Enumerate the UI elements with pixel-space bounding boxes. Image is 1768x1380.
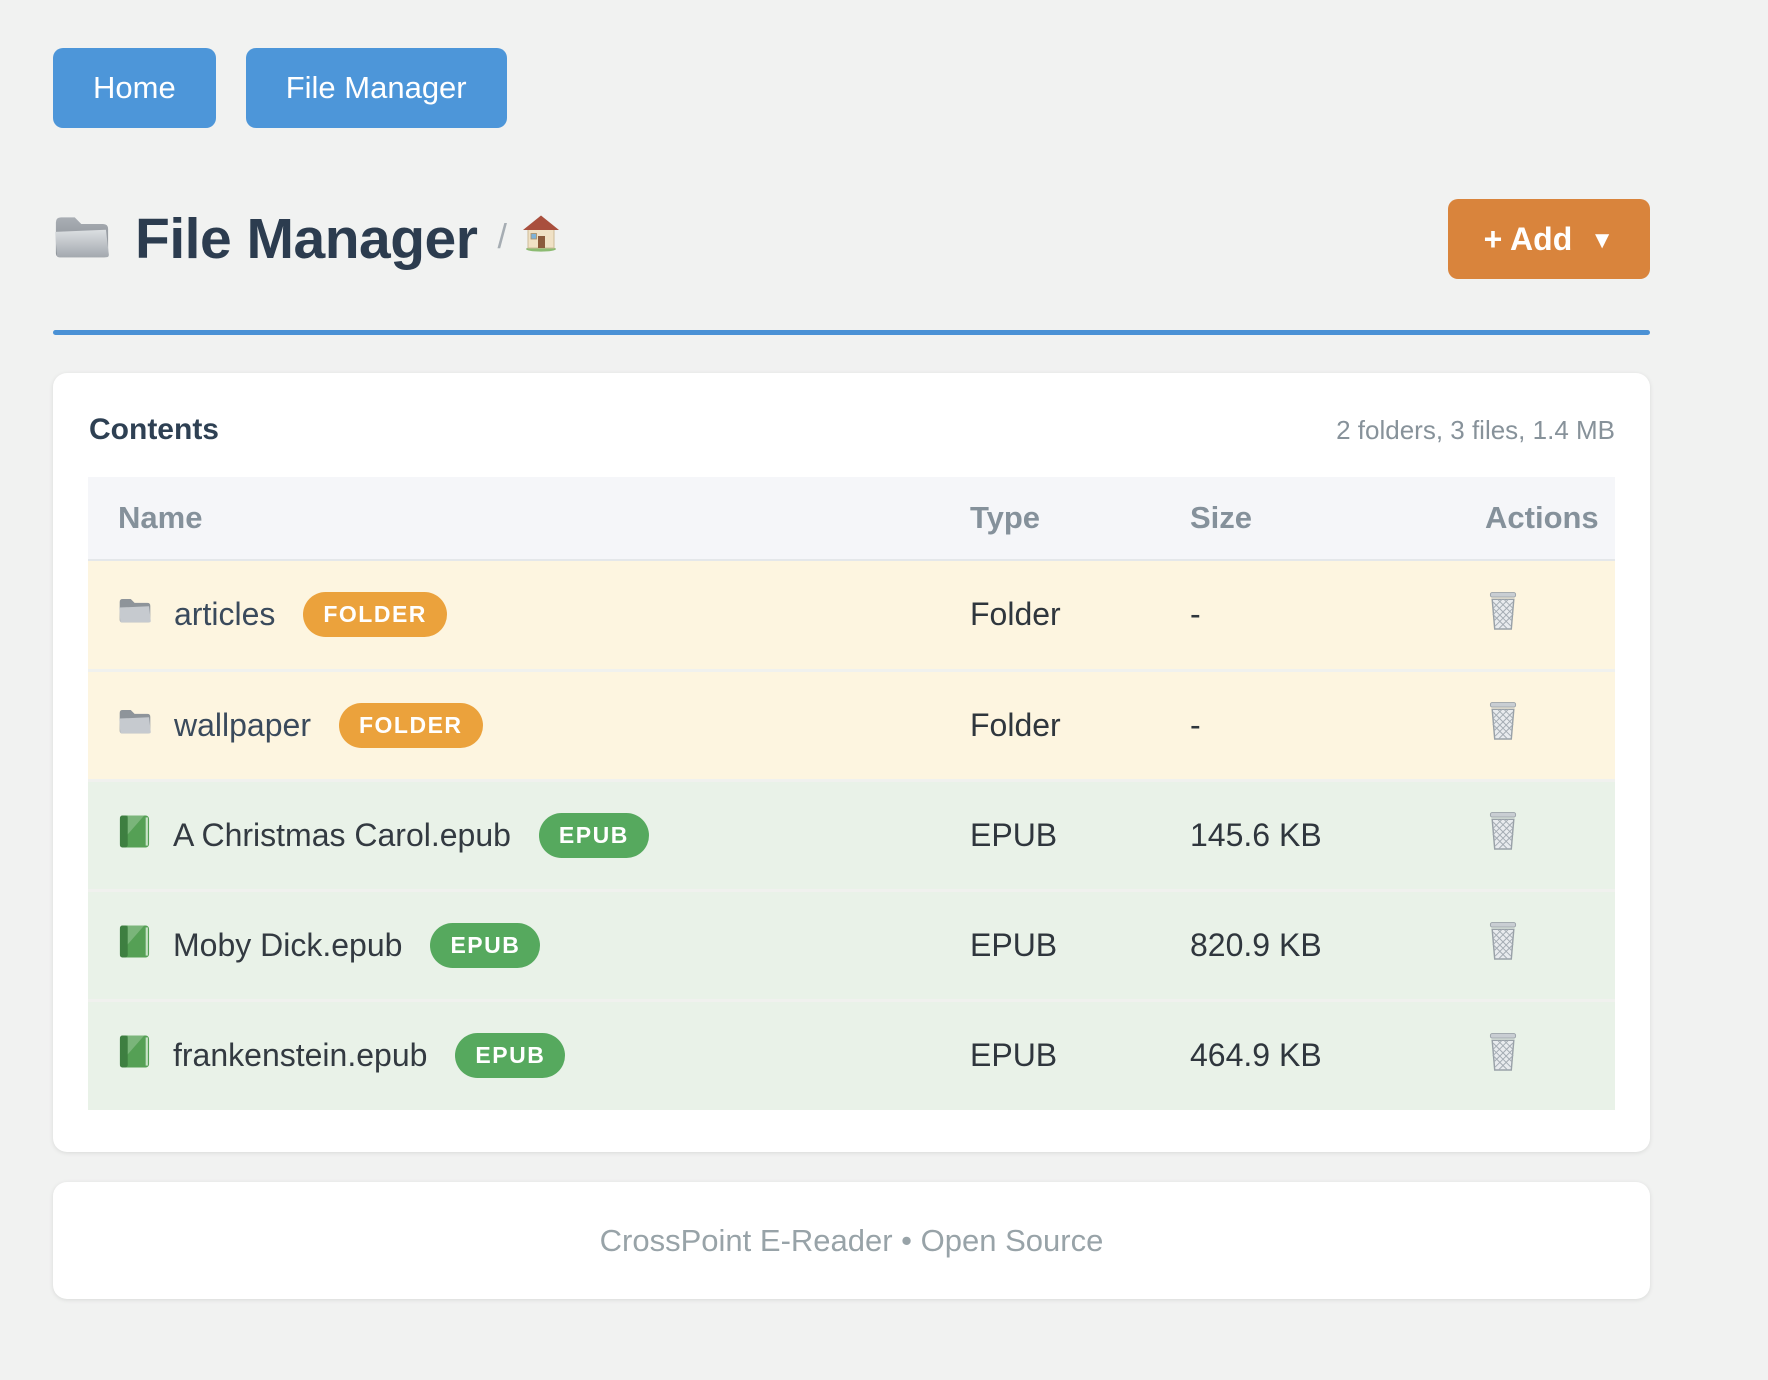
file-type: EPUB <box>970 778 1190 890</box>
home-icon[interactable] <box>521 214 561 257</box>
epub-book-icon <box>118 924 151 967</box>
folder-icon <box>118 707 152 744</box>
top-nav: Home File Manager <box>53 0 1650 128</box>
file-name[interactable]: wallpaper <box>174 706 311 743</box>
type-badge: EPUB <box>430 922 541 968</box>
file-size: - <box>1190 668 1455 780</box>
table-row[interactable]: wallpaper FOLDER Folder - <box>88 668 1615 780</box>
delete-button[interactable] <box>1485 1032 1521 1075</box>
file-size: 145.6 KB <box>1190 778 1455 890</box>
column-header-type: Type <box>970 477 1190 561</box>
delete-button[interactable] <box>1485 701 1521 744</box>
home-button[interactable]: Home <box>53 48 216 128</box>
type-badge: EPUB <box>455 1033 566 1079</box>
contents-summary: 2 folders, 3 files, 1.4 MB <box>1336 415 1615 445</box>
contents-heading: Contents <box>89 413 219 446</box>
table-header-row: Name Type Size Actions <box>88 477 1615 561</box>
column-header-name: Name <box>88 477 970 561</box>
file-type: EPUB <box>970 888 1190 1000</box>
file-size: 820.9 KB <box>1190 888 1455 1000</box>
type-badge: FOLDER <box>303 592 447 638</box>
title-underline <box>53 330 1650 335</box>
table-row[interactable]: articles FOLDER Folder - <box>88 560 1615 670</box>
footer-text: CrossPoint E-Reader • Open Source <box>599 1222 1104 1258</box>
delete-button[interactable] <box>1485 811 1521 854</box>
trash-icon <box>1485 701 1521 744</box>
file-name[interactable]: A Christmas Carol.epub <box>173 816 511 853</box>
footer: CrossPoint E-Reader • Open Source <box>53 1182 1650 1299</box>
page-title: File Manager <box>135 207 478 271</box>
file-type: Folder <box>970 668 1190 780</box>
file-name[interactable]: Moby Dick.epub <box>173 926 403 963</box>
add-button[interactable]: + Add ▼ <box>1447 199 1650 279</box>
epub-book-icon <box>118 814 151 857</box>
type-badge: FOLDER <box>338 702 483 748</box>
trash-icon <box>1485 1032 1521 1075</box>
epub-book-icon <box>118 1034 151 1077</box>
column-header-actions: Actions <box>1455 477 1615 561</box>
trash-icon <box>1485 921 1521 964</box>
table-row[interactable]: Moby Dick.epub EPUB EPUB 820.9 KB <box>88 888 1615 1000</box>
file-table: Name Type Size Actions <box>88 477 1615 1110</box>
trash-icon <box>1485 811 1521 854</box>
page-header: File Manager / + Add <box>53 194 1650 284</box>
file-size: 464.9 KB <box>1190 998 1455 1110</box>
file-manager-button[interactable]: File Manager <box>245 48 507 128</box>
table-row[interactable]: frankenstein.epub EPUB EPUB 464.9 KB <box>88 998 1615 1110</box>
column-header-size: Size <box>1190 477 1455 561</box>
file-name[interactable]: articles <box>174 596 276 633</box>
file-type: EPUB <box>970 998 1190 1110</box>
contents-card: Contents 2 folders, 3 files, 1.4 MB Name… <box>53 373 1650 1152</box>
folder-icon <box>118 596 152 633</box>
file-type: Folder <box>970 560 1190 670</box>
add-button-label: + Add <box>1483 220 1573 257</box>
caret-down-icon: ▼ <box>1590 227 1614 254</box>
folder-icon <box>53 212 111 267</box>
breadcrumb: / <box>497 214 560 265</box>
delete-button[interactable] <box>1485 921 1521 964</box>
table-row[interactable]: A Christmas Carol.epub EPUB EPUB 145.6 K… <box>88 778 1615 890</box>
trash-icon <box>1485 591 1521 634</box>
file-name[interactable]: frankenstein.epub <box>173 1037 428 1074</box>
file-size: - <box>1190 560 1455 670</box>
type-badge: EPUB <box>538 812 649 858</box>
delete-button[interactable] <box>1485 591 1521 634</box>
breadcrumb-separator: / <box>497 217 507 256</box>
